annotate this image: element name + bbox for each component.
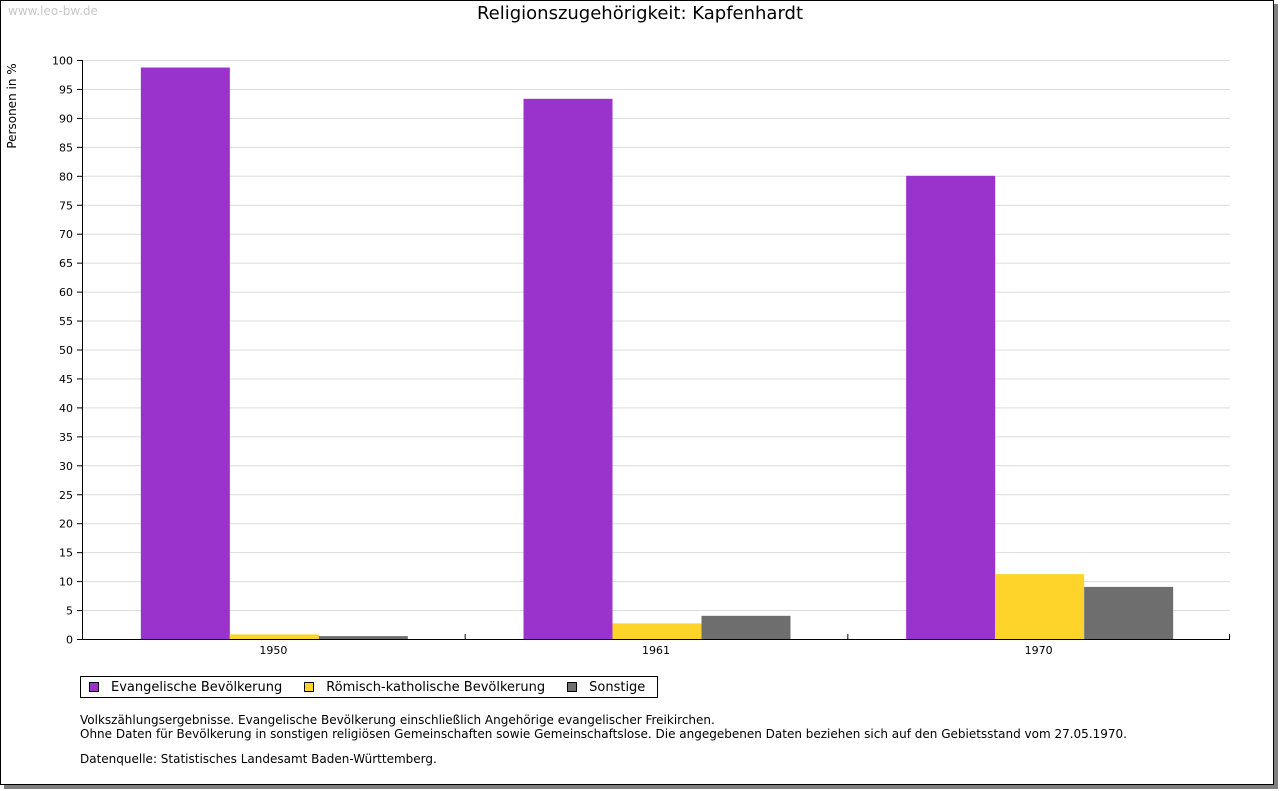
y-tick-label-95: 95 — [59, 83, 73, 96]
y-tick-label-90: 90 — [59, 112, 73, 125]
bar-1970-evangelisch — [906, 175, 996, 640]
legend-item-sonstige: Sonstige — [567, 680, 645, 695]
bars — [140, 67, 1174, 640]
axes: 0 5 10 15 20 25 30 35 40 45 50 55 60 65 70 75 80 85 90 95 10… — [52, 55, 1230, 657]
y-tick-label-70: 70 — [59, 228, 73, 241]
note-line-1: Volkszählungsergebnisse. Evangelische Be… — [80, 713, 715, 727]
legend-item-katholisch: Römisch-katholische Bevölkerung — [304, 680, 545, 695]
chart-notes: Volkszählungsergebnisse. Evangelische Be… — [80, 713, 1127, 741]
y-tick-label-60: 60 — [59, 286, 73, 299]
y-tick-label-5: 5 — [66, 605, 73, 618]
y-tick-label-65: 65 — [59, 257, 73, 270]
note-line-2: Ohne Daten für Bevölkerung in sonstigen … — [80, 727, 1127, 741]
y-tick-label-10: 10 — [59, 576, 73, 589]
bar-1961-sonstige — [701, 615, 791, 639]
y-tick-label-35: 35 — [59, 431, 73, 444]
legend-label-sonstige: Sonstige — [589, 679, 646, 695]
y-tick-label-100: 100 — [52, 55, 73, 68]
legend-swatch-katholisch — [304, 682, 315, 692]
legend-swatch-sonstige — [567, 682, 578, 692]
legend-item-evangelisch: Evangelische Bevölkerung — [89, 680, 282, 695]
y-tick-label-20: 20 — [59, 518, 73, 531]
bar-1961-katholisch — [612, 623, 702, 639]
y-tick-label-25: 25 — [59, 489, 73, 502]
grid-lines — [82, 60, 1230, 612]
y-axis-label: Personen in % — [5, 63, 19, 148]
x-tick-label-1950: 1950 — [259, 644, 287, 657]
bar-1950-sonstige — [318, 636, 408, 639]
watermark: www.leo-bw.de — [8, 4, 98, 18]
bar-1961-evangelisch — [523, 98, 613, 640]
y-tick-label-15: 15 — [59, 547, 73, 560]
chart-title: Religionszugehörigkeit: Kapfenhardt — [476, 3, 804, 24]
x-tick-label-1970: 1970 — [1025, 644, 1053, 657]
bar-1970-sonstige — [1084, 586, 1174, 639]
y-tick-label-40: 40 — [59, 402, 73, 415]
legend: Evangelische Bevölkerung Römisch-katholi… — [80, 676, 659, 698]
y-tick-label-50: 50 — [59, 344, 73, 357]
y-tick-label-45: 45 — [59, 373, 73, 386]
y-tick-label-30: 30 — [59, 460, 73, 473]
bar-1950-katholisch — [229, 634, 319, 639]
y-tick-label-80: 80 — [59, 170, 73, 183]
y-tick-label-85: 85 — [59, 141, 73, 154]
legend-label-evangelisch: Evangelische Bevölkerung — [111, 679, 283, 695]
legend-swatch-evangelisch — [89, 682, 99, 692]
bar-1970-katholisch — [995, 574, 1085, 639]
y-tick-label-0: 0 — [66, 634, 73, 647]
bar-1950-evangelisch — [140, 67, 230, 640]
legend-label-katholisch: Römisch-katholische Bevölkerung — [326, 679, 546, 695]
x-tick-label-1961: 1961 — [642, 644, 670, 657]
y-tick-label-75: 75 — [59, 199, 73, 212]
data-source: Datenquelle: Statistisches Landesamt Bad… — [80, 752, 437, 766]
y-tick-label-55: 55 — [59, 315, 73, 328]
